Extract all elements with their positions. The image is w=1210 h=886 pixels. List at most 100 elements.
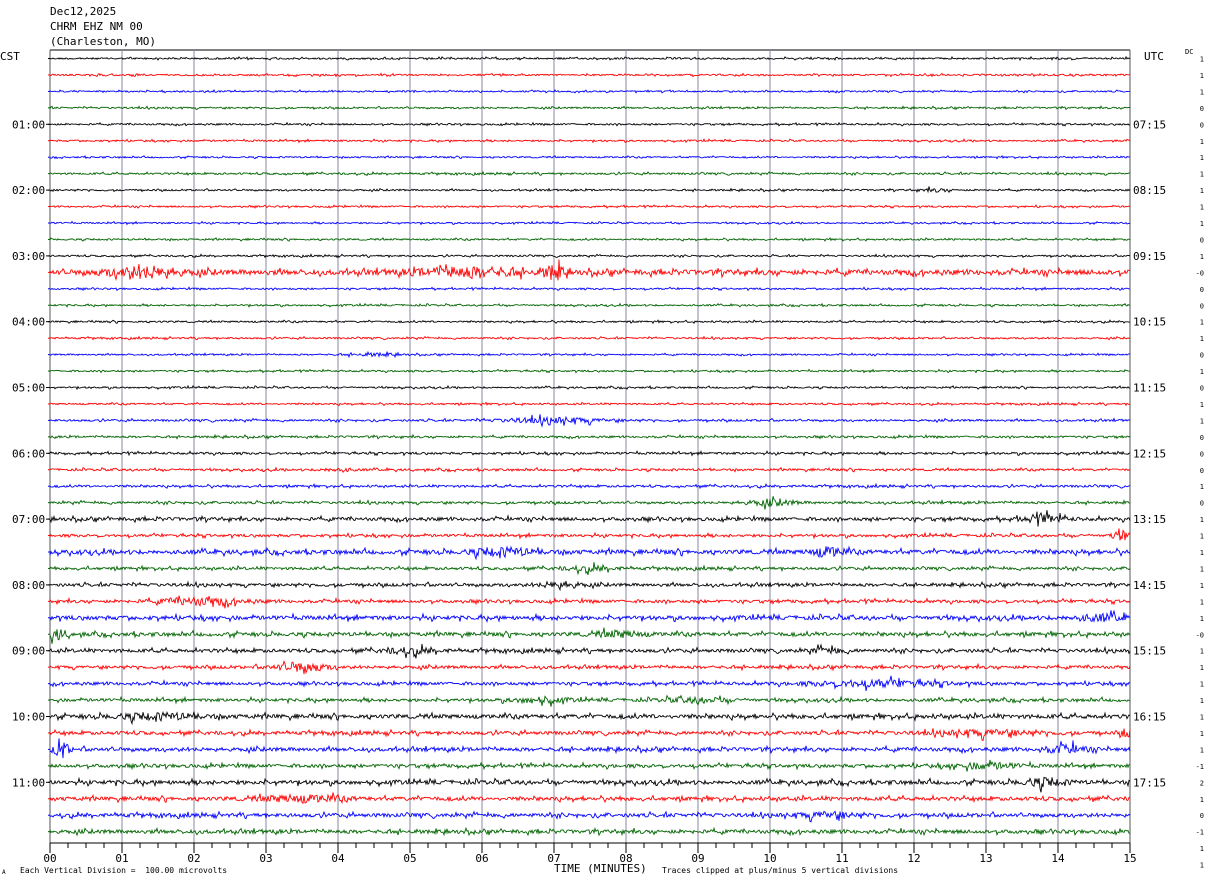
seismic-trace-30 (49, 545, 1131, 561)
seismic-trace-40 (49, 710, 1131, 726)
x-tick-label: 01 (115, 852, 128, 865)
dc-offset-value: 1 (1200, 417, 1204, 425)
dc-offset-value: 1 (1200, 253, 1204, 261)
seismic-trace-32 (49, 580, 1131, 592)
station-code: CHRM EHZ NM 00 (50, 20, 143, 33)
right-hour-label: 14:15 (1133, 579, 1166, 592)
station-location: (Charleston, MO) (50, 35, 156, 48)
right-hour-label: 09:15 (1133, 250, 1166, 263)
right-hour-label: 13:15 (1133, 513, 1166, 526)
seismic-trace-0 (49, 55, 1131, 62)
seismic-trace-12 (49, 253, 1131, 259)
seismic-trace-45 (49, 792, 1131, 805)
x-axis-title: TIME (MINUTES) (554, 862, 647, 875)
dc-offset-value: 0 (1200, 467, 1204, 475)
x-tick-label: 08 (619, 852, 632, 865)
dc-offset-value: 2 (1200, 779, 1204, 787)
seismic-trace-25 (49, 466, 1131, 473)
seismic-trace-7 (49, 170, 1131, 177)
seismic-traces (49, 55, 1131, 837)
dc-offset-value: 0 (1200, 434, 1204, 442)
x-tick-label: 15 (1123, 852, 1136, 865)
seismic-trace-35 (49, 627, 1131, 644)
dc-offset-value: 1 (1200, 582, 1204, 590)
left-hour-label: 07:00 (12, 513, 45, 526)
dc-offset-value: -1 (1196, 763, 1204, 771)
dc-offset-value: 0 (1200, 121, 1204, 129)
dc-offset-value: 1 (1200, 368, 1204, 376)
seismic-trace-38 (49, 675, 1131, 692)
right-hour-label: 08:15 (1133, 184, 1166, 197)
dc-offset-value: 0 (1200, 450, 1204, 458)
seismic-trace-15 (49, 302, 1131, 308)
dc-offset-value: 0 (1200, 352, 1204, 360)
axis-labels: 00 01 02 03 04 05 06 07 08 09 10 11 12 13 14 1501:0002:… (12, 56, 1204, 870)
dc-offset-value: 0 (1200, 236, 1204, 244)
dc-offset-value: 1 (1200, 220, 1204, 228)
right-timezone-label: UTC (1144, 50, 1164, 63)
left-hour-label: 02:00 (12, 184, 45, 197)
right-hour-label: 11:15 (1133, 382, 1166, 395)
dc-offset-value: 0 (1200, 385, 1204, 393)
left-timezone-label: CST (0, 50, 20, 63)
seismic-trace-18 (49, 350, 1131, 359)
plot-date: Dec12,2025 (50, 5, 117, 18)
dc-offset-value: 0 (1200, 812, 1204, 820)
seismic-trace-16 (49, 319, 1131, 325)
dc-offset-value: 1 (1200, 615, 1204, 623)
seismic-trace-44 (49, 776, 1131, 793)
x-tick-label: 10 (763, 852, 776, 865)
dc-offset-value: 1 (1200, 565, 1204, 573)
x-tick-label: 14 (1051, 852, 1065, 865)
seismic-trace-26 (49, 482, 1131, 490)
clip-note: Traces clipped at plus/minus 5 vertical … (662, 866, 899, 875)
dc-offset-value: 1 (1200, 796, 1204, 804)
dc-offset-value: 1 (1200, 730, 1204, 738)
x-tick-label: 06 (475, 852, 488, 865)
seismic-trace-9 (49, 203, 1131, 209)
seismic-trace-37 (49, 660, 1131, 675)
seismic-trace-43 (49, 759, 1131, 772)
seismic-trace-24 (49, 449, 1131, 457)
dc-offset-value: 1 (1200, 516, 1204, 524)
dc-offset-value: 1 (1200, 845, 1204, 853)
left-hour-label: 04:00 (12, 316, 45, 329)
seismic-trace-23 (49, 433, 1131, 440)
seismic-trace-10 (49, 220, 1131, 226)
x-tick-label: 11 (835, 852, 848, 865)
seismic-trace-11 (49, 236, 1131, 242)
right-hour-label: 17:15 (1133, 776, 1166, 789)
dc-offset-value: 1 (1200, 56, 1204, 64)
dc-offset-value: 1 (1200, 401, 1204, 409)
seismic-trace-5 (49, 138, 1131, 144)
x-tick-label: 00 (43, 852, 56, 865)
seismic-trace-4 (49, 121, 1131, 127)
seismic-trace-28 (49, 510, 1131, 527)
grid-lines (46, 49, 1131, 853)
dc-offset-value: 1 (1200, 187, 1204, 195)
dc-offset-value: 1 (1200, 648, 1204, 656)
dc-offset-value: 0 (1200, 286, 1204, 294)
seismic-trace-17 (49, 335, 1131, 341)
seismic-trace-41 (49, 728, 1131, 742)
dc-offset-value: 1 (1200, 664, 1204, 672)
left-hour-label: 08:00 (12, 579, 45, 592)
seismic-trace-2 (49, 89, 1131, 94)
seismic-trace-27 (49, 496, 1131, 510)
x-tick-label: 02 (187, 852, 200, 865)
dc-offset-value: 1 (1200, 533, 1204, 541)
x-tick-label: 13 (979, 852, 992, 865)
dc-offset-value: 1 (1200, 549, 1204, 557)
dc-offset-header: DC (1185, 48, 1194, 56)
right-hour-label: 07:15 (1133, 118, 1166, 131)
x-tick-label: 04 (331, 852, 345, 865)
dc-offset-value: 1 (1200, 714, 1204, 722)
seismic-trace-31 (49, 562, 1131, 576)
dc-offset-value: 1 (1200, 862, 1204, 870)
seismic-trace-14 (49, 286, 1131, 292)
dc-offset-value: -1 (1196, 829, 1204, 837)
seismic-trace-22 (49, 414, 1131, 428)
seismic-trace-3 (49, 105, 1131, 111)
scale-note: Each Vertical Division = 100.00 microvol… (20, 866, 228, 875)
dc-offset-value: 1 (1200, 681, 1204, 689)
